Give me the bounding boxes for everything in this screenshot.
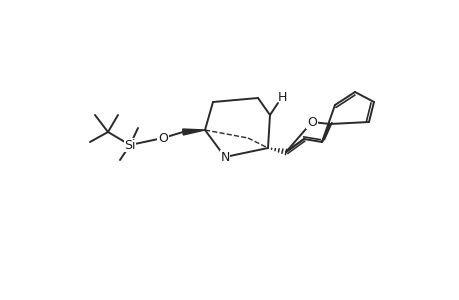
Text: N: N (220, 151, 229, 164)
Text: O: O (307, 116, 316, 128)
Text: Si: Si (124, 139, 135, 152)
Polygon shape (182, 129, 205, 135)
Text: O: O (158, 131, 168, 145)
Text: H: H (277, 91, 286, 103)
